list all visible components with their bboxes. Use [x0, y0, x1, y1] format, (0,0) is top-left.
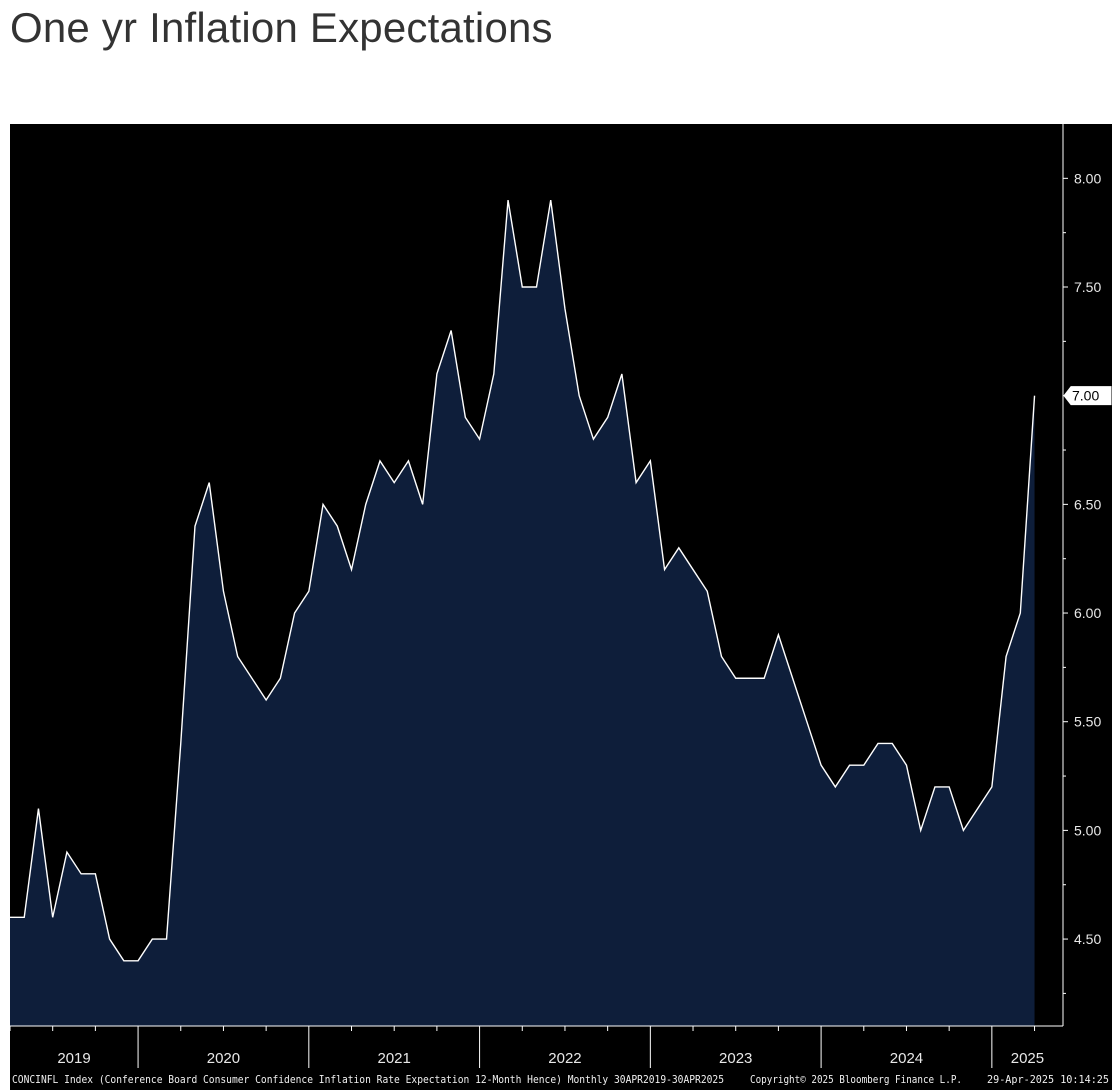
x-tick-label: 2020: [207, 1050, 240, 1067]
y-tick-label: 5.00: [1074, 822, 1101, 838]
page-title: One yr Inflation Expectations: [10, 4, 553, 51]
y-tick-label: 8.00: [1074, 170, 1101, 186]
series-line: [10, 199, 1036, 962]
x-tick-label: 2019: [57, 1050, 90, 1067]
y-tick-label: 7.50: [1074, 279, 1101, 295]
y-tick-label: 6.00: [1074, 605, 1101, 621]
x-tick-label: 2022: [548, 1050, 581, 1067]
y-tick-label: 5.50: [1074, 714, 1101, 730]
x-axis-ticks: 2019 2020 2021 2022 2023 2024 2025: [9, 1026, 1044, 1068]
x-tick-label: 2025: [1011, 1050, 1044, 1067]
x-tick-label: 2023: [719, 1050, 752, 1067]
last-value-box: [1063, 386, 1112, 406]
y-axis-ticks: 8.007.507.006.506.005.505.004.507.00: [1063, 170, 1112, 994]
last-value-label: 7.00: [1072, 388, 1099, 404]
y-tick-label: 4.50: [1074, 931, 1101, 947]
x-tick-label: 2024: [890, 1050, 923, 1067]
last-value-callout: 7.00: [1063, 386, 1112, 406]
footer-copyright: Copyright© 2025 Bloomberg Finance L.P.: [750, 1075, 962, 1086]
footer-timestamp: 29-Apr-2025 10:14:25: [987, 1075, 1109, 1086]
area-layer: [10, 199, 1036, 1027]
series-area: [10, 200, 1035, 1027]
footer-description: CONCINFL Index (Conference Board Consume…: [12, 1075, 724, 1086]
y-tick-label: 6.50: [1074, 496, 1101, 512]
x-tick-label: 2021: [378, 1050, 411, 1067]
axis-layer: [10, 124, 1064, 1027]
footer: CONCINFL Index (Conference Board Consume…: [12, 1075, 1109, 1086]
